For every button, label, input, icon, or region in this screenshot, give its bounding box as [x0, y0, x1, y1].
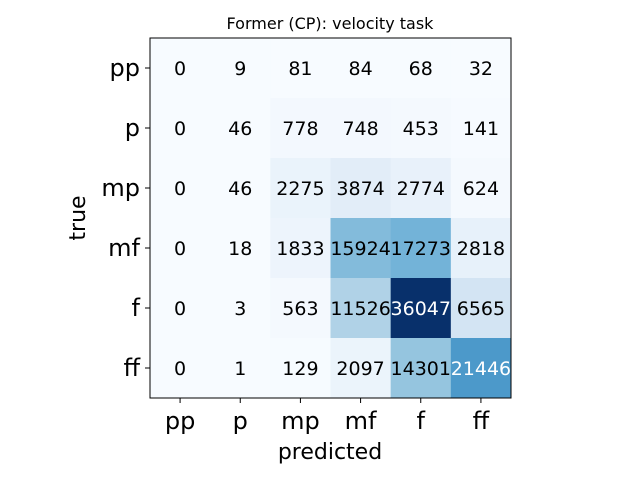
- heatmap-cell: [450, 218, 512, 279]
- heatmap-cell: [390, 158, 452, 219]
- x-tick-label: mf: [345, 407, 377, 435]
- heatmap-cell: [210, 158, 271, 219]
- heatmap-cell: [450, 278, 512, 339]
- cell-value-label: 17273: [391, 238, 451, 260]
- cell-value-label: 36047: [391, 298, 451, 320]
- x-tick-label: p: [233, 407, 248, 435]
- y-axis-label: true: [66, 195, 91, 240]
- cell-value-label: 1833: [276, 238, 324, 260]
- heatmap-cell: [210, 98, 271, 159]
- cell-value-label: 141: [463, 118, 499, 140]
- heatmap-cell: [450, 98, 512, 159]
- heatmap-cell: [210, 38, 271, 99]
- heatmap-cell: [330, 98, 392, 159]
- cell-value-label: 563: [282, 298, 318, 320]
- heatmap-cell: [210, 218, 271, 279]
- heatmap-cell: [150, 338, 211, 399]
- heatmap-cell-labels: 0 9 81 84 68 32 0 46 778 748 453 141 0 46 2275 3874 2774…: [174, 58, 511, 380]
- cell-value-label: 0: [174, 238, 186, 260]
- x-tick-label: ff: [473, 407, 490, 435]
- cell-value-label: 129: [282, 358, 318, 380]
- cell-value-label: 2818: [457, 238, 505, 260]
- cell-value-label: 3: [234, 298, 246, 320]
- cell-value-label: 32: [469, 58, 493, 80]
- cell-value-label: 453: [403, 118, 439, 140]
- cell-value-label: 18: [228, 238, 252, 260]
- cell-value-label: 748: [342, 118, 378, 140]
- heatmap-cell: [150, 38, 211, 99]
- y-tick-label: f: [132, 294, 141, 322]
- cell-value-label: 2275: [276, 178, 324, 200]
- cell-value-label: 1: [234, 358, 246, 380]
- x-axis-ticks: pp p mp mf f ff: [165, 398, 490, 435]
- cell-value-label: 3874: [336, 178, 384, 200]
- cell-value-label: 11526: [330, 298, 390, 320]
- cell-value-label: 0: [174, 58, 186, 80]
- cell-value-label: 778: [282, 118, 318, 140]
- cell-value-label: 15924: [330, 238, 390, 260]
- heatmap-cell: [270, 338, 331, 399]
- heatmap-cell: [390, 98, 452, 159]
- y-tick-label: pp: [110, 54, 140, 82]
- x-tick-label: pp: [165, 407, 195, 435]
- y-tick-label: mp: [101, 174, 140, 202]
- cell-value-label: 2774: [397, 178, 445, 200]
- heatmap-cell: [150, 218, 211, 279]
- cell-value-label: 84: [348, 58, 372, 80]
- y-tick-label: ff: [123, 354, 140, 382]
- cell-value-label: 68: [409, 58, 433, 80]
- heatmap-cell: [330, 278, 392, 339]
- cell-value-label: 46: [228, 118, 252, 140]
- cell-value-label: 14301: [391, 358, 451, 380]
- cell-value-label: 81: [288, 58, 312, 80]
- cell-value-label: 624: [463, 178, 499, 200]
- chart-title: Former (CP): velocity task: [227, 14, 435, 33]
- heatmap-cell: [210, 278, 271, 339]
- heatmap-cell: [150, 98, 211, 159]
- heatmap-cell: [390, 278, 452, 339]
- cell-value-label: 0: [174, 298, 186, 320]
- heatmap-cell: [450, 158, 512, 219]
- heatmap-cell: [270, 158, 331, 219]
- cell-value-label: 2097: [336, 358, 384, 380]
- y-tick-label: p: [125, 114, 140, 142]
- heatmap-cell: [450, 338, 512, 399]
- plot-frame: [149, 37, 512, 399]
- heatmap-cell: [150, 158, 211, 219]
- heatmap-cell: [330, 158, 392, 219]
- heatmap-cell: [270, 98, 331, 159]
- heatmap-cell: [210, 338, 271, 399]
- cell-value-label: 6565: [457, 298, 505, 320]
- cell-value-label: 0: [174, 358, 186, 380]
- heatmap-cell: [330, 218, 392, 279]
- heatmap-cell: [390, 338, 452, 399]
- heatmap-cell: [390, 218, 452, 279]
- cell-value-label: 9: [234, 58, 246, 80]
- y-tick-label: mf: [108, 234, 140, 262]
- heatmap-cell: [150, 278, 211, 339]
- cell-value-label: 0: [174, 178, 186, 200]
- heatmap-cell: [270, 38, 331, 99]
- heatmap-cell: [330, 338, 392, 399]
- heatmap-cell: [450, 38, 512, 99]
- heatmap-cell: [270, 218, 331, 279]
- heatmap-cell: [270, 278, 331, 339]
- x-tick-label: f: [417, 407, 426, 435]
- x-tick-label: mp: [281, 407, 320, 435]
- x-axis-label: predicted: [278, 440, 382, 465]
- heatmap-cells: [150, 38, 512, 399]
- cell-value-label: 0: [174, 118, 186, 140]
- cell-value-label: 21446: [451, 358, 511, 380]
- cell-value-label: 46: [228, 178, 252, 200]
- heatmap-cell: [390, 38, 452, 99]
- heatmap-cell: [330, 38, 392, 99]
